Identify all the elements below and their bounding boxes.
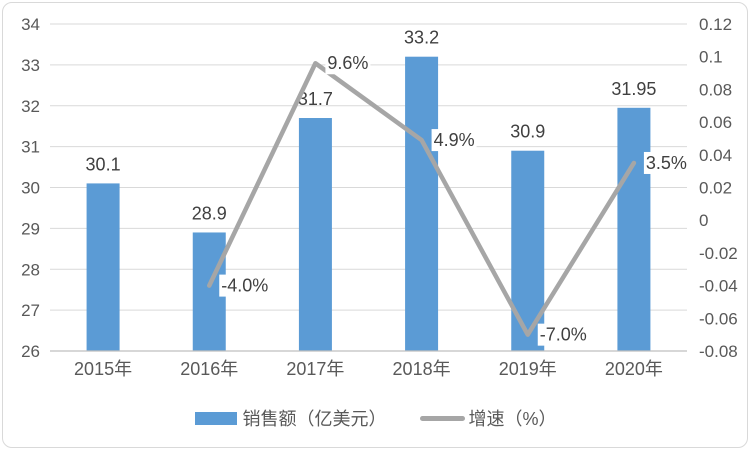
legend-label-growth: 增速（%）: [468, 409, 557, 429]
svg-text:-4.0%: -4.0%: [221, 276, 268, 296]
svg-text:3.5%: 3.5%: [646, 153, 687, 173]
svg-text:0.12: 0.12: [699, 15, 732, 34]
svg-text:-0.08: -0.08: [699, 342, 738, 361]
svg-text:2020年: 2020年: [605, 359, 663, 379]
svg-text:32: 32: [21, 97, 40, 116]
svg-text:2018年: 2018年: [393, 359, 451, 379]
svg-text:28: 28: [21, 260, 40, 279]
svg-text:0: 0: [699, 211, 708, 230]
svg-text:29: 29: [21, 219, 40, 238]
svg-text:0.1: 0.1: [699, 48, 723, 67]
svg-text:31: 31: [21, 138, 40, 157]
legend: 销售额（亿美元） 增速（%）: [0, 403, 752, 433]
svg-text:9.6%: 9.6%: [327, 53, 368, 73]
svg-text:-0.02: -0.02: [699, 244, 738, 263]
svg-text:-0.04: -0.04: [699, 277, 738, 296]
svg-text:34: 34: [21, 15, 40, 34]
svg-text:2019年: 2019年: [499, 359, 557, 379]
svg-text:31.95: 31.95: [611, 79, 656, 99]
svg-text:27: 27: [21, 301, 40, 320]
svg-text:28.9: 28.9: [192, 203, 227, 223]
svg-text:-7.0%: -7.0%: [540, 325, 587, 345]
line-series-swatch-icon: [420, 415, 466, 421]
legend-item-sales: 销售额（亿美元）: [195, 405, 386, 431]
svg-text:2015年: 2015年: [74, 359, 132, 379]
legend-label-sales: 销售额（亿美元）: [242, 409, 387, 429]
svg-text:2017年: 2017年: [286, 359, 344, 379]
svg-text:31.7: 31.7: [298, 89, 333, 109]
svg-text:30: 30: [21, 179, 40, 198]
svg-text:4.9%: 4.9%: [434, 130, 475, 150]
legend-item-growth: 增速（%）: [420, 405, 557, 431]
svg-text:30.1: 30.1: [86, 154, 121, 174]
svg-text:0.08: 0.08: [699, 80, 732, 99]
svg-text:0.06: 0.06: [699, 113, 732, 132]
svg-text:0.02: 0.02: [699, 179, 732, 198]
svg-text:30.9: 30.9: [510, 122, 545, 142]
svg-text:26: 26: [21, 342, 40, 361]
svg-text:0.04: 0.04: [699, 146, 732, 165]
svg-text:2016年: 2016年: [180, 359, 238, 379]
svg-text:33.2: 33.2: [404, 28, 439, 48]
bar-series-swatch-icon: [195, 411, 238, 425]
svg-text:33: 33: [21, 56, 40, 75]
svg-text:-0.06: -0.06: [699, 309, 738, 328]
